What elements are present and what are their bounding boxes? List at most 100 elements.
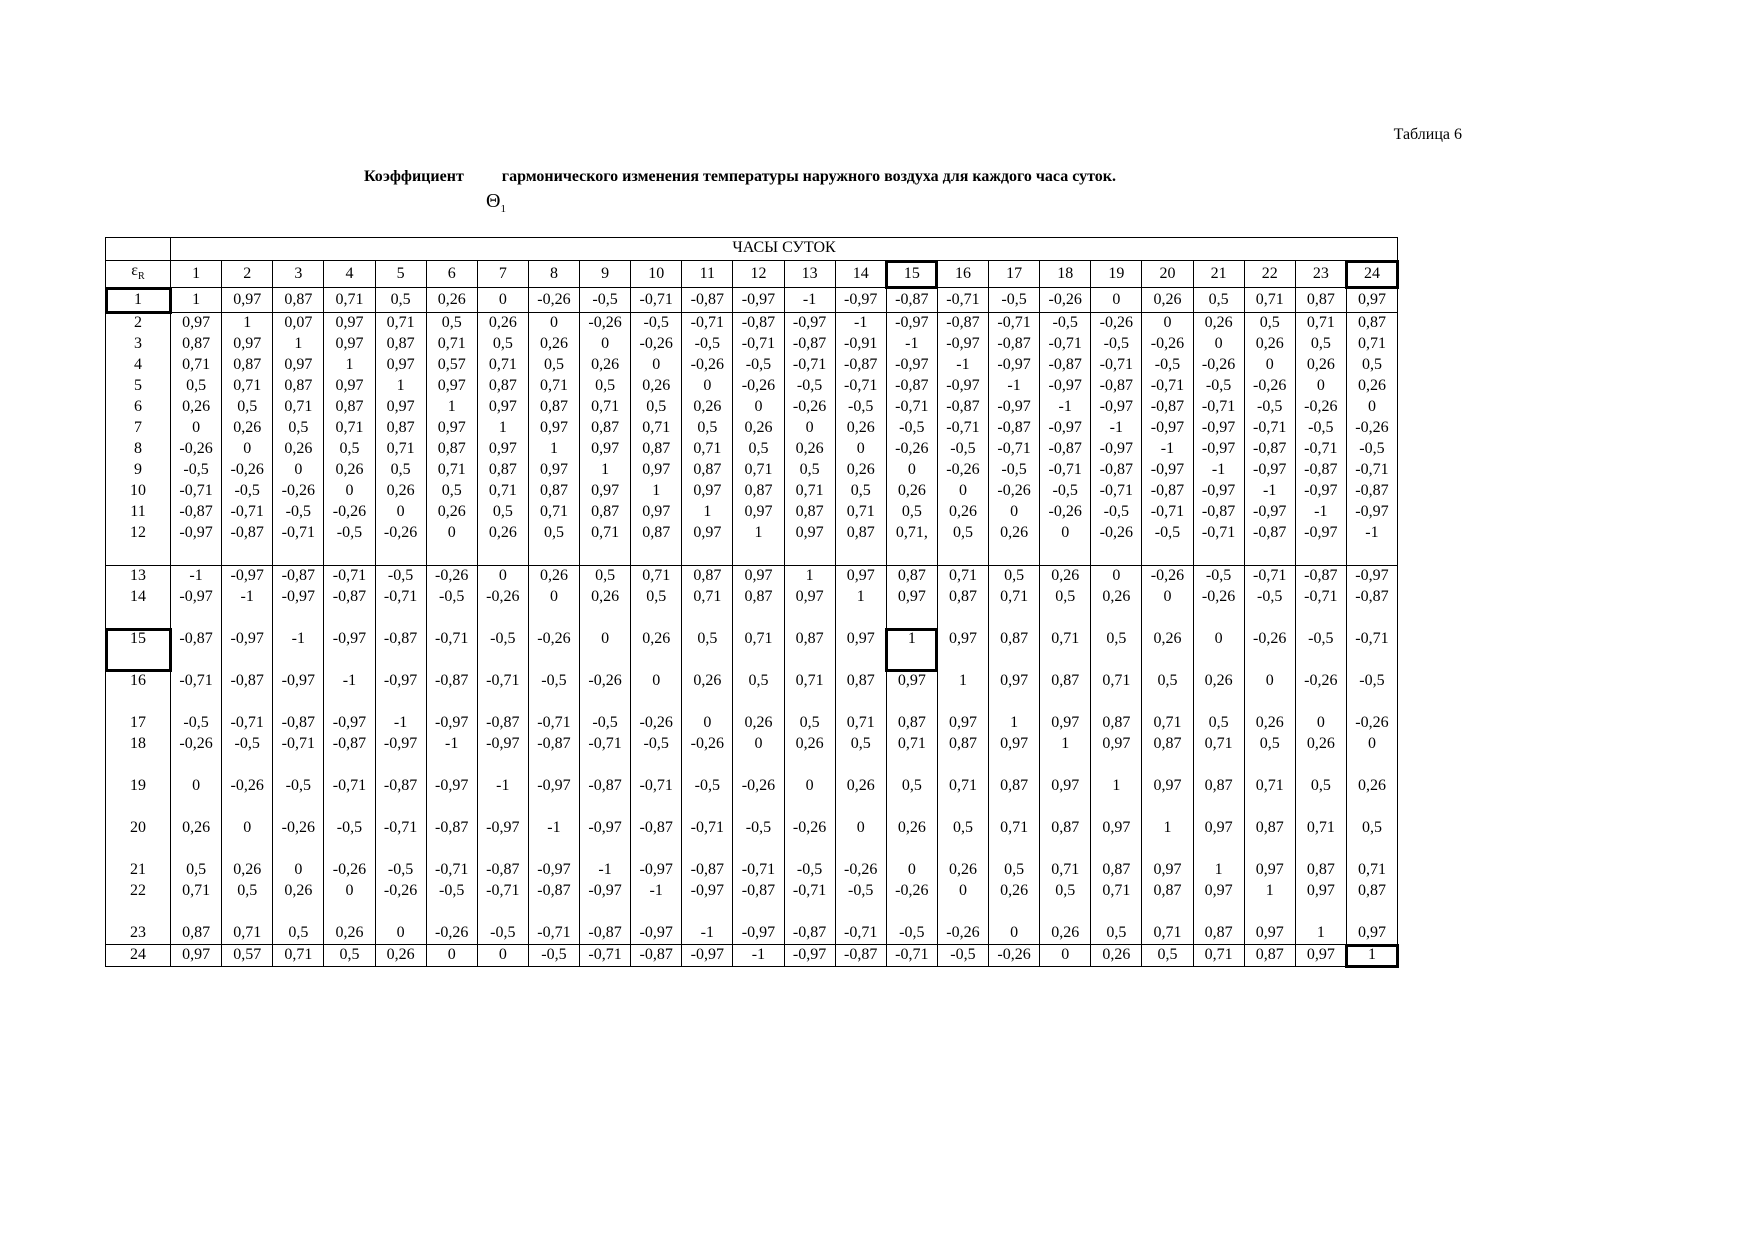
value-cell: 1 bbox=[630, 481, 683, 503]
value-cell: -0,97 bbox=[630, 923, 683, 945]
value-cell: 0,71 bbox=[323, 418, 376, 440]
value-cell: 0,87 bbox=[681, 460, 734, 482]
value-cell: 0,97 bbox=[1090, 734, 1143, 777]
row-label: 4 bbox=[105, 355, 171, 377]
value-cell: 0,87 bbox=[476, 460, 529, 482]
value-cell: -0,97 bbox=[169, 523, 223, 567]
value-cell: -0,26 bbox=[1243, 376, 1296, 398]
value-cell: 0,87 bbox=[578, 502, 632, 524]
value-cell: -0,71 bbox=[425, 629, 478, 672]
value-cell: -1 bbox=[1243, 481, 1296, 503]
epsilon-label: ε bbox=[131, 262, 139, 279]
value-cell: -0,71 bbox=[169, 481, 223, 503]
value-cell: 0 bbox=[1294, 376, 1347, 398]
value-cell: 0,97 bbox=[578, 481, 632, 503]
value-cell: -0,26 bbox=[578, 312, 632, 335]
value-cell: 0,5 bbox=[527, 355, 581, 377]
value-cell: 0 bbox=[1039, 944, 1092, 968]
value-cell: -0,71 bbox=[783, 355, 836, 377]
value-cell: 0 bbox=[221, 818, 274, 861]
value-cell: -0,5 bbox=[1345, 439, 1399, 461]
value-cell: 0,5 bbox=[221, 881, 274, 924]
value-cell: -0,97 bbox=[272, 671, 325, 714]
value-cell: -0,71 bbox=[783, 881, 836, 924]
value-cell: -0,26 bbox=[578, 671, 632, 714]
corner-cell bbox=[105, 237, 171, 261]
value-cell: -0,97 bbox=[578, 818, 632, 861]
value-cell: -0,97 bbox=[1345, 502, 1399, 524]
value-cell: 1 bbox=[578, 460, 632, 482]
value-cell: 0,97 bbox=[681, 523, 734, 567]
value-cell: 0,26 bbox=[1039, 565, 1092, 588]
value-cell: -0,87 bbox=[1090, 376, 1143, 398]
value-cell: -0,71 bbox=[1243, 418, 1296, 440]
value-cell: -0,26 bbox=[1345, 418, 1399, 440]
value-cell: -0,5 bbox=[476, 923, 529, 945]
value-cell: -0,87 bbox=[272, 565, 325, 588]
table-row: 9 -0,5 -0,26 0 0,26 0,5 0,71 0,87 0,97 1 0,97 0,87 0… bbox=[105, 460, 1399, 482]
hour-header: 1 bbox=[169, 259, 223, 289]
value-cell: 0,5 bbox=[476, 334, 529, 356]
value-cell: 0,97 bbox=[783, 523, 836, 567]
value-cell: 0,71 bbox=[1141, 713, 1194, 735]
value-cell: -0,87 bbox=[527, 734, 581, 777]
value-cell: -0,71 bbox=[1039, 334, 1092, 356]
value-cell: -0,87 bbox=[425, 818, 478, 861]
value-cell: 0,87 bbox=[169, 923, 223, 945]
hour-header: 7 bbox=[476, 259, 529, 289]
hour-header: 21 bbox=[1192, 259, 1245, 289]
value-cell: 0,87 bbox=[425, 439, 478, 461]
value-cell: 0,26 bbox=[1243, 334, 1296, 356]
table-row: 3 0,87 0,97 1 0,97 0,87 0,71 0,5 0,26 0 -0,26 -0,5-… bbox=[105, 334, 1399, 356]
value-cell: -0,97 bbox=[1192, 418, 1245, 440]
hour-header: 19 bbox=[1090, 259, 1143, 289]
value-cell: -0,87 bbox=[578, 923, 632, 945]
value-cell: 0,5 bbox=[1345, 818, 1399, 861]
value-cell: -0,5 bbox=[1243, 587, 1296, 630]
value-cell: -0,26 bbox=[323, 502, 376, 524]
value-cell: 0 bbox=[1243, 355, 1296, 377]
value-cell: 0,5 bbox=[578, 565, 632, 588]
row-label: 6 bbox=[105, 397, 171, 419]
value-cell: -0,26 bbox=[476, 587, 529, 630]
value-cell: -0,71 bbox=[169, 671, 223, 714]
value-cell: -0,97 bbox=[221, 565, 274, 588]
value-cell: 0,5 bbox=[323, 944, 376, 968]
value-cell: -0,87 bbox=[578, 776, 632, 819]
value-cell: 0,71 bbox=[221, 376, 274, 398]
value-cell: 1 bbox=[374, 376, 427, 398]
value-cell: -0,71 bbox=[476, 671, 529, 714]
value-cell: 1 bbox=[169, 287, 223, 314]
value-cell: -0,97 bbox=[630, 860, 683, 882]
value-cell: 0 bbox=[425, 523, 478, 567]
value-cell: -0,87 bbox=[630, 944, 683, 968]
value-cell: 0,26 bbox=[221, 418, 274, 440]
value-cell: 0,5 bbox=[1090, 629, 1143, 672]
value-cell: -0,71 bbox=[578, 734, 632, 777]
value-cell: -0,87 bbox=[476, 860, 529, 882]
value-cell: 0,71 bbox=[1345, 334, 1399, 356]
value-cell: 0,87 bbox=[681, 565, 734, 588]
value-cell: 0,71 bbox=[374, 312, 427, 335]
value-cell: 0,5 bbox=[169, 860, 223, 882]
value-cell: 0,5 bbox=[374, 287, 427, 314]
value-cell: 0,5 bbox=[578, 376, 632, 398]
value-cell: -0,26 bbox=[732, 776, 785, 819]
table-row: 10 -0,71 -0,5 -0,26 0 0,26 0,5 0,71 0,87 0,97 1 0,9… bbox=[105, 481, 1399, 503]
value-cell: 0 bbox=[425, 944, 478, 968]
value-cell: -0,71 bbox=[936, 418, 990, 440]
value-cell: -0,71 bbox=[1294, 587, 1347, 630]
value-cell: 0,5 bbox=[885, 502, 938, 524]
value-cell: -0,97 bbox=[527, 860, 581, 882]
value-cell: -0,5 bbox=[681, 776, 734, 819]
value-cell: 0,26 bbox=[169, 397, 223, 419]
table-row: 19 0 -0,26 -0,5 -0,71 -0,87 -0,97 -1 -0,97 -0,87-… bbox=[105, 776, 1399, 819]
value-cell: 0,71 bbox=[578, 523, 632, 567]
value-cell: 0,97 bbox=[936, 629, 990, 672]
hour-header: 2 bbox=[221, 259, 274, 289]
value-cell: 0,97 bbox=[987, 671, 1041, 714]
value-cell: -0,5 bbox=[476, 629, 529, 672]
value-cell: 0,26 bbox=[936, 502, 990, 524]
table-row: 2 0,97 1 0,07 0,97 0,71 0,5 0,26 0 -0,26 -0,5 -0,71… bbox=[105, 312, 1399, 335]
value-cell: -0,87 bbox=[1243, 439, 1296, 461]
